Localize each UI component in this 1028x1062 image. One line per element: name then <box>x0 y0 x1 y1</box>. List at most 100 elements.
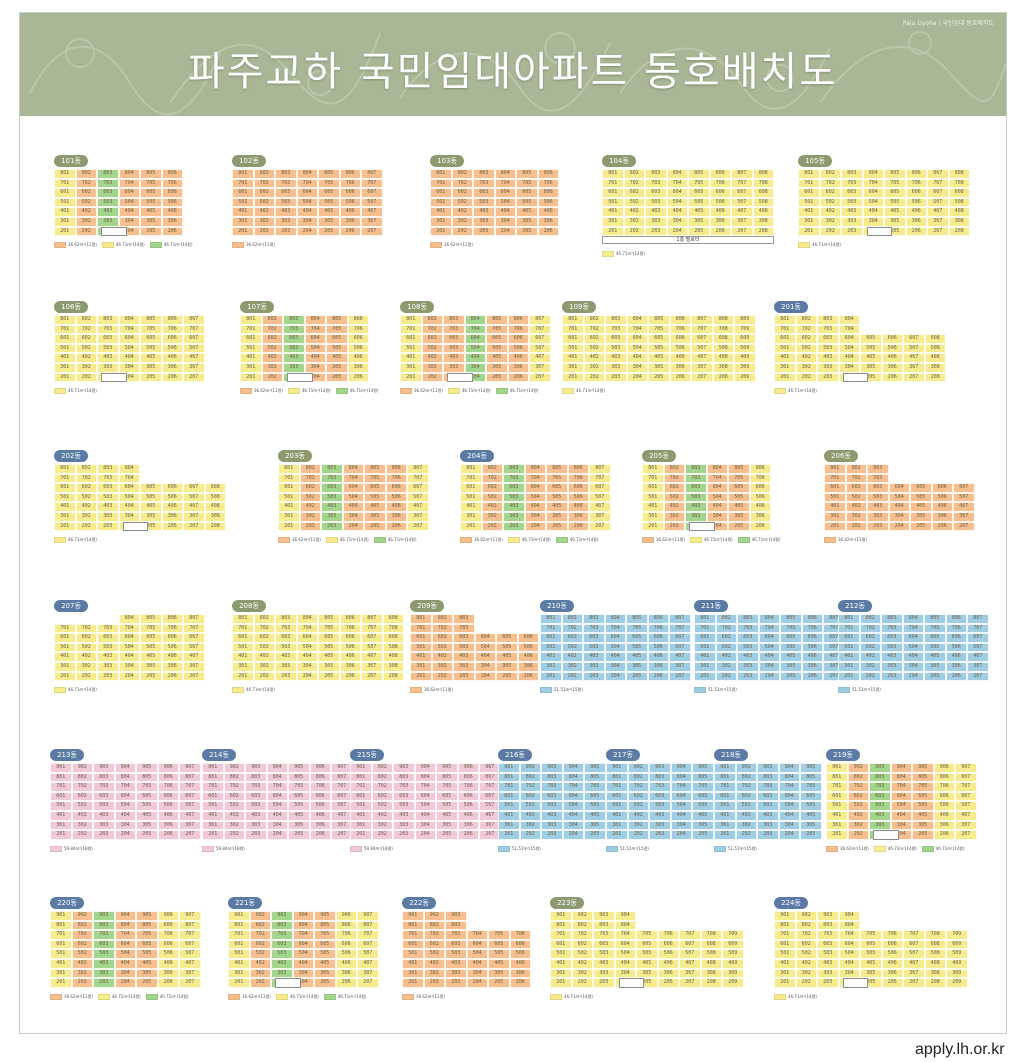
unit-cell: 702 <box>72 930 94 940</box>
unit-cell: 501 <box>714 801 736 811</box>
unit-cell: 601 <box>430 188 452 198</box>
unit-cell: 207 <box>357 978 379 988</box>
unit-cell: 904 <box>415 763 437 773</box>
unit-cell: 305 <box>436 821 458 831</box>
unit-cell: 906 <box>158 763 180 773</box>
unit-cell: 704 <box>615 930 637 940</box>
unit-cell: 505 <box>136 949 158 959</box>
unit-cell: 303 <box>841 217 863 227</box>
building-label: 211동 <box>694 600 728 612</box>
unit-cell: 202 <box>300 522 322 532</box>
unit-cell: 304 <box>297 662 319 672</box>
unit-cell: 708 <box>925 930 947 940</box>
unit-cell: 304 <box>305 363 327 373</box>
unit-cell: 702 <box>422 325 444 335</box>
unit-cell: 302 <box>76 217 98 227</box>
unit-cell: 201 <box>838 672 860 682</box>
unit-cell: 402 <box>254 207 276 217</box>
unit-cell: 408 <box>383 652 405 662</box>
unit-cell: 703 <box>841 179 863 189</box>
unit-cell: 301 <box>50 969 72 979</box>
unit-cell: 601 <box>232 188 254 198</box>
unit-cell: 206 <box>802 672 824 682</box>
unit-cell: 803 <box>93 773 115 783</box>
unit-cell: 304 <box>119 363 141 373</box>
unit-cell: 802 <box>422 315 444 325</box>
building-label: 222동 <box>402 897 436 909</box>
unit-cell: 602 <box>76 334 98 344</box>
unit-cell: 301 <box>694 662 716 672</box>
unit-cell: 804 <box>667 169 689 179</box>
legend-label: 51.51m²(15평) <box>852 687 881 692</box>
unit-cell: 703 <box>275 179 297 189</box>
unit-cell: 706 <box>568 474 590 484</box>
unit-cell: 403 <box>869 811 891 821</box>
unit-cell: 606 <box>518 633 540 643</box>
unit-cell: 507 <box>183 493 205 503</box>
unit-cell: 403 <box>757 811 779 821</box>
unit-cell: 704 <box>627 325 649 335</box>
unit-cell: 506 <box>508 344 530 354</box>
unit-cell: 707 <box>179 782 201 792</box>
unit-cell: 701 <box>54 624 76 634</box>
unit-cell: 802 <box>520 773 542 783</box>
unit-cell: 905 <box>692 763 714 773</box>
unit-type-legend: 46.71m²(14평) <box>54 537 102 543</box>
unit-cell: 202 <box>254 227 276 237</box>
unit-cell: 905 <box>136 763 158 773</box>
unit-cell: 402 <box>300 502 322 512</box>
unit-cell: 502 <box>76 493 98 503</box>
unit-cell: 406 <box>458 811 480 821</box>
unit-cell: 704 <box>759 624 781 634</box>
unit-cell: 403 <box>93 811 115 821</box>
unit-cell: 805 <box>924 614 946 624</box>
unit-cell: 702 <box>624 179 646 189</box>
unit-cell: 405 <box>326 353 348 363</box>
unit-cell: 601 <box>232 633 254 643</box>
unit-cell: 803 <box>583 614 605 624</box>
legend-swatch <box>824 537 836 543</box>
pilotis-marker <box>123 522 149 532</box>
unit-cell: 703 <box>245 782 267 792</box>
legend-swatch <box>232 687 244 693</box>
unit-cell: 901 <box>714 763 736 773</box>
unit-cell: 404 <box>465 353 487 363</box>
unit-cell: 805 <box>688 169 710 179</box>
legend-label: 46.71m²(14평) <box>68 537 97 542</box>
unit-cell: 708 <box>383 624 405 634</box>
unit-cell: 304 <box>267 821 289 831</box>
unit-type-legend: 36.62m²(11평) 46.71m²(14평) 46.71m²(14평) <box>826 846 970 852</box>
unit-cell: 206 <box>648 672 670 682</box>
unit-cell: 502 <box>572 949 594 959</box>
unit-cell: 307 <box>179 969 201 979</box>
unit-cell: 401 <box>50 959 72 969</box>
unit-cell: 802 <box>372 773 394 783</box>
unit-cell: 305 <box>326 363 348 373</box>
unit-cell: 404 <box>467 959 489 969</box>
unit-cell: 304 <box>563 821 585 831</box>
unit-cell: 803 <box>867 464 889 474</box>
legend-swatch <box>774 388 786 394</box>
unit-cell: 405 <box>136 811 158 821</box>
unit-cell: 501 <box>400 344 422 354</box>
unit-cell: 504 <box>707 493 729 503</box>
legend-label: 36.62m²(11평) <box>242 994 271 999</box>
unit-cell: 202 <box>76 672 98 682</box>
unit-cell: 601 <box>498 792 520 802</box>
unit-cell: 403 <box>817 353 839 363</box>
unit-cell: 807 <box>407 464 429 474</box>
unit-cell: 606 <box>802 633 824 643</box>
unit-cell: 704 <box>863 179 885 189</box>
unit-cell: 603 <box>93 940 115 950</box>
unit-cell: 301 <box>714 821 736 831</box>
unit-cell: 605 <box>584 792 606 802</box>
unit-cell: 506 <box>158 949 180 959</box>
unit-cell: 202 <box>846 522 868 532</box>
unit-type-legend: 36.62m²(11평) <box>430 242 478 248</box>
unit-cell: 803 <box>321 464 343 474</box>
unit-cell: 704 <box>671 782 693 792</box>
unit-cell: 904 <box>563 763 585 773</box>
pilotis-marker <box>619 978 645 988</box>
unit-cell: 202 <box>716 672 738 682</box>
unit-cell: 401 <box>606 811 628 821</box>
